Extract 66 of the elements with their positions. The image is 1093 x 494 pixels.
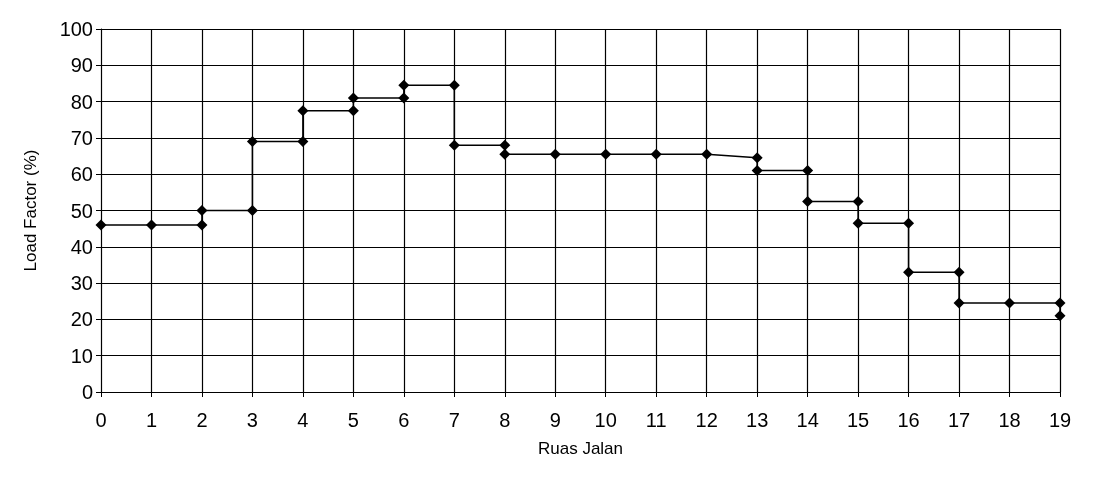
point [852,217,864,229]
point [751,165,763,177]
y-tick-label: 80 [70,90,93,113]
y-axis-title: Load Factor (%) [21,149,40,272]
point [246,205,258,216]
point [802,165,814,177]
x-tick-label: 4 [297,409,309,431]
y-tick-label: 20 [70,308,93,331]
point [297,136,309,148]
y-tick-label: 40 [70,235,93,258]
x-tick-label: 10 [594,409,617,431]
x-tick-label: 15 [846,409,870,431]
point [701,148,713,160]
point [1004,297,1016,309]
point [953,266,965,278]
x-tick-label: 5 [347,409,359,431]
point [145,219,157,231]
y-tick-label: 90 [70,54,93,77]
x-tick-label: 7 [448,409,460,431]
point [196,205,208,216]
x-tick-label: 6 [398,409,410,431]
point [196,219,208,231]
x-tick-label: 18 [998,409,1021,431]
point [347,92,359,104]
point [246,136,258,148]
point [448,79,460,91]
point [600,148,612,160]
point [852,195,864,207]
x-tick-label: 3 [246,409,258,431]
point [347,105,359,117]
point [650,148,662,160]
x-tick-label: 9 [549,409,561,431]
point [95,219,107,231]
point [751,152,763,164]
point [1054,310,1066,322]
y-tick-label: 100 [59,18,93,40]
x-tick-label: 19 [1048,409,1072,431]
x-tick-label: 0 [95,409,107,431]
x-axis-title: Ruas Jalan [537,439,624,458]
y-tick-label: 70 [70,126,93,149]
x-tick-label: 14 [796,409,819,431]
y-tick-label: 0 [81,381,93,403]
point [802,195,814,207]
x-tick-label: 8 [499,409,511,431]
point [549,148,561,160]
y-tick-label: 30 [70,272,93,295]
x-tick-label: 17 [947,409,971,431]
point [398,92,410,104]
x-tick-label: 13 [746,409,769,431]
y-tick-label: 60 [70,163,93,186]
x-tick-label: 2 [196,409,208,431]
point [499,148,511,160]
point [1054,297,1066,309]
point [398,79,410,91]
point [448,139,460,151]
x-tick-label: 1 [145,409,158,431]
x-tick-label: 12 [695,409,718,431]
point [297,105,309,117]
x-tick-label: 16 [897,409,920,431]
point [903,217,915,229]
point [499,139,511,151]
y-tick-label: 50 [70,199,93,222]
point [953,297,965,309]
x-tick-label: 11 [645,409,667,431]
y-tick-label: 10 [70,344,93,367]
point [903,266,915,278]
